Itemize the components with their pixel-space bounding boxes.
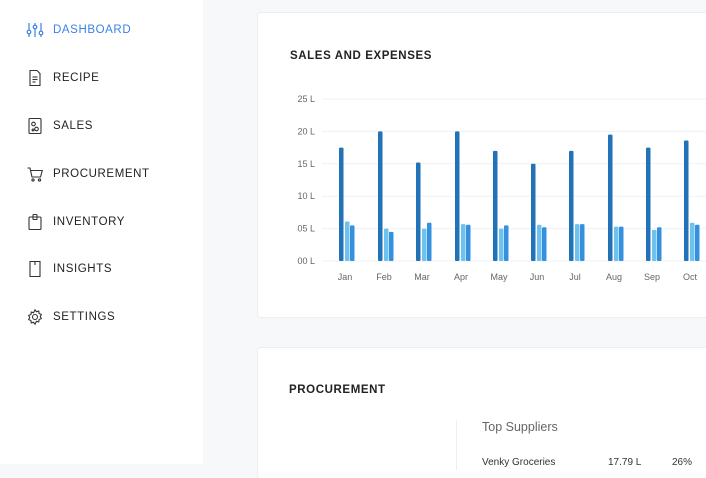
bar xyxy=(455,131,460,261)
bar xyxy=(493,150,498,261)
sliders-icon xyxy=(26,21,44,39)
bar xyxy=(537,224,542,261)
bar xyxy=(614,226,619,261)
x-tick-label: Feb xyxy=(376,272,392,282)
nav-label: SETTINGS xyxy=(53,311,116,323)
cart-icon xyxy=(26,165,44,183)
nav-item-recipe[interactable]: RECIPE xyxy=(26,68,99,88)
bar xyxy=(384,228,389,261)
recipe-icon xyxy=(26,69,44,87)
nav-item-sales[interactable]: SALES xyxy=(26,116,93,136)
nav-item-procurement[interactable]: PROCUREMENT xyxy=(26,164,150,184)
supplier-percent: 26% xyxy=(672,457,693,468)
bar xyxy=(378,131,383,261)
bar xyxy=(695,224,700,261)
y-tick-label: 05 L xyxy=(297,224,315,234)
x-tick-label: Apr xyxy=(454,272,468,282)
bar xyxy=(608,134,613,261)
y-tick-label: 25 L xyxy=(297,94,315,104)
bar xyxy=(569,150,574,261)
bar xyxy=(542,227,547,261)
bar xyxy=(345,221,350,261)
procurement-card: PROCUREMENT xyxy=(258,348,706,478)
x-tick-label: Oct xyxy=(683,272,698,282)
x-tick-label: Mar xyxy=(414,272,430,282)
bar xyxy=(389,231,394,261)
sales-expenses-chart: 00 L 05 L 10 L 15 L 20 L 25 L Jan Feb Mar Apr May J… xyxy=(297,94,706,282)
bar xyxy=(657,227,662,261)
nav-label: PROCUREMENT xyxy=(53,168,150,180)
bar xyxy=(580,224,585,261)
insights-icon xyxy=(26,260,44,278)
x-tick-label: Jun xyxy=(530,272,545,282)
bar xyxy=(422,228,427,261)
bar xyxy=(499,228,504,261)
bar xyxy=(684,140,689,261)
bar xyxy=(461,224,466,261)
nav-item-inventory[interactable]: INVENTORY xyxy=(26,212,125,232)
y-tick-label: 00 L xyxy=(297,256,315,266)
supplier-name: Venky Groceries xyxy=(482,457,556,468)
supplier-amount: 17.79 L xyxy=(608,457,642,468)
bar xyxy=(427,222,432,261)
nav-label: SALES xyxy=(53,120,94,132)
bar xyxy=(339,147,344,261)
x-tick-label: May xyxy=(490,272,508,282)
bar xyxy=(531,163,536,261)
x-tick-label: Aug xyxy=(606,272,622,282)
bar xyxy=(504,225,509,261)
y-tick-label: 20 L xyxy=(297,126,315,136)
bar xyxy=(646,147,651,261)
y-tick-label: 15 L xyxy=(297,159,315,169)
x-tick-label: Jan xyxy=(338,272,353,282)
sales-expenses-title: SALES AND EXPENSES xyxy=(290,50,433,62)
top-suppliers-title: Top Suppliers xyxy=(482,420,558,434)
bar xyxy=(466,224,471,261)
x-tick-label: Jul xyxy=(569,272,581,282)
procurement-title: PROCUREMENT xyxy=(289,384,386,396)
bar xyxy=(575,224,580,261)
sales-expenses-card: SALES AND EXPENSES 00 L 05 L 10 L 15 L 20 L 2… xyxy=(258,13,706,317)
bar xyxy=(416,162,421,261)
sales-icon xyxy=(26,117,44,135)
bar xyxy=(652,229,657,261)
divider xyxy=(456,420,457,470)
nav-label: DASHBOARD xyxy=(53,24,132,36)
inventory-icon xyxy=(26,213,44,231)
bar xyxy=(350,225,355,261)
gear-icon xyxy=(26,308,44,326)
y-tick-label: 10 L xyxy=(297,191,315,201)
x-tick-label: Sep xyxy=(644,272,660,282)
nav-item-insights[interactable]: INSIGHTS xyxy=(26,259,112,279)
nav-item-dashboard[interactable]: DASHBOARD xyxy=(26,20,131,40)
sidebar: DASHBOARD RECIPE SALES PROCUREMENT xyxy=(0,0,203,464)
nav-item-settings[interactable]: SETTINGS xyxy=(26,307,115,327)
nav-label: INSIGHTS xyxy=(53,263,113,275)
nav-label: RECIPE xyxy=(53,72,100,84)
bar xyxy=(619,226,624,261)
bar xyxy=(690,222,695,261)
nav-label: INVENTORY xyxy=(53,216,126,228)
